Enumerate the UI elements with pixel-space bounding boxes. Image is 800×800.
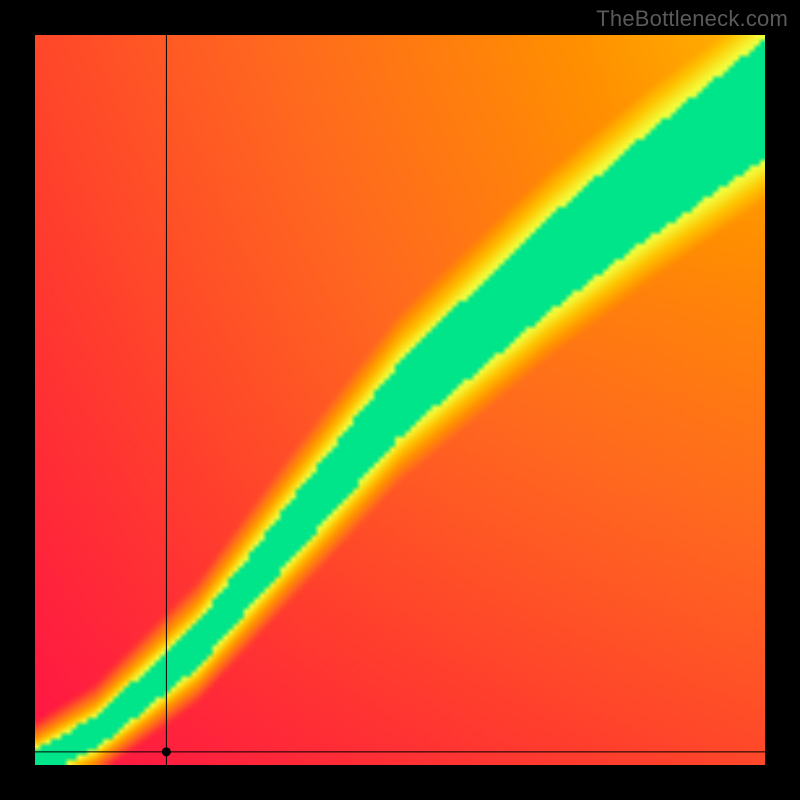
watermark-text: TheBottleneck.com [596, 6, 788, 32]
heatmap-canvas [35, 35, 765, 765]
chart-container: { "watermark": { "text": "TheBottleneck.… [0, 0, 800, 800]
